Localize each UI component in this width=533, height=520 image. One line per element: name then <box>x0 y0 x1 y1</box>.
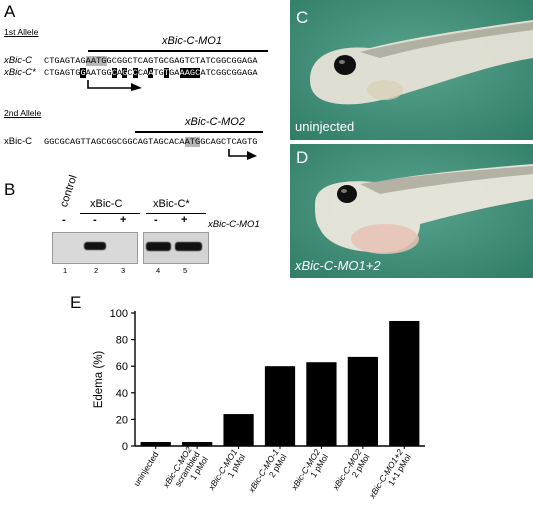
seq-segment: A <box>116 68 123 78</box>
panel-a-letter: A <box>4 2 16 21</box>
photo-caption: uninjected <box>295 119 355 134</box>
seq-row-label: xBic-C <box>4 55 32 66</box>
seq-row-allele1-mut: CTGAGTGGAATGGCAGCCCAATGTGAAAGCATCGGCGGAG… <box>44 68 258 78</box>
allele1-label: 1st Allele <box>4 27 39 37</box>
group1-bar <box>80 213 140 214</box>
panel-e-letter: E <box>70 293 82 312</box>
mo1-bar <box>88 50 268 52</box>
group2-bar <box>146 213 206 214</box>
tadpole-icon <box>290 0 533 140</box>
panel-d-letter: D <box>296 148 309 167</box>
seq-segment: GGCGCAGTTAGCGGCGGCAGTAGCACA <box>44 137 185 147</box>
lane-sign: + <box>181 214 188 226</box>
seq-segment: GCAGCTCAGTG <box>200 137 258 147</box>
blot-left <box>52 232 138 264</box>
seq-segment: T <box>163 68 170 78</box>
seq-segment: CTGAGTG <box>44 68 81 78</box>
bar <box>389 320 420 446</box>
y-tick-label: 20 <box>116 414 128 426</box>
bar <box>306 362 337 446</box>
blot-right <box>143 232 209 264</box>
lane-number: 5 <box>183 266 188 275</box>
x-tick-label-line: uninjected <box>131 450 160 488</box>
seq-segment: ATCGGCGGAGA <box>200 68 258 78</box>
seq-segment: AATG <box>85 56 107 66</box>
start-arrow-icon <box>228 149 257 160</box>
seq-row-allele1-wt: CTGAGTAGAATGGCGGCTCAGTGCGAGTCTATCGGCGGAG… <box>44 56 258 66</box>
x-tick-label: xBic-C-MO-12 pMol <box>246 447 289 495</box>
lane-sign: - <box>93 214 97 226</box>
seq-segment: C <box>132 68 138 78</box>
blot-band <box>84 242 106 250</box>
mo2-name: xBic-C-MO2 <box>185 116 245 128</box>
y-axis-label: Edema (%) <box>93 351 105 409</box>
lane-sign: - <box>154 214 158 226</box>
mo1-name: xBic-C-MO1 <box>162 35 222 47</box>
mo-label: xBic-C-MO1 <box>208 219 260 230</box>
blot-band <box>175 242 202 251</box>
seq-segment: GCGGCTCAGTGCGAGTCTATCGGCGGAGA <box>106 56 258 66</box>
seq-segment: GA <box>169 68 180 78</box>
seq-segment: TG <box>153 68 164 78</box>
bar <box>223 414 254 446</box>
panel-b-letter: B <box>4 180 16 199</box>
lane-number: 4 <box>156 266 161 275</box>
lane-number: 3 <box>121 266 126 275</box>
lane-number: 2 <box>94 266 99 275</box>
tadpole-icon <box>290 144 533 278</box>
seq-segment: CA <box>137 68 149 78</box>
blot-band <box>146 242 171 251</box>
tadpole-photo-injected: D xBic-C-MO1+2 <box>290 144 533 278</box>
seq-row-label: xBic-C* <box>4 67 36 78</box>
lane-sign: + <box>120 214 127 226</box>
seq-row-label: xBic-C <box>4 136 32 147</box>
start-arrow-icon <box>87 80 142 91</box>
y-tick-label: 60 <box>116 361 128 373</box>
seq-segment: CTGAGTAG <box>44 56 86 66</box>
seq-row-allele2-wt: GGCGCAGTTAGCGGCGGCAGTAGCACAATGGCAGCTCAGT… <box>44 137 258 147</box>
seq-segment: G <box>122 68 128 78</box>
bar <box>182 442 213 446</box>
allele2-label: 2nd Allele <box>4 108 42 118</box>
x-tick-label: uninjected <box>131 450 160 488</box>
bar <box>347 356 378 446</box>
tadpole-photo-uninjected: C uninjected <box>290 0 533 140</box>
photo-caption: xBic-C-MO1+2 <box>295 258 381 273</box>
seq-segment: AAGC <box>179 68 201 78</box>
seq-segment: C <box>127 68 133 78</box>
x-tick-label: xBic-C-MO1+21+1 pMol <box>366 447 413 501</box>
y-tick-label: 80 <box>116 335 128 347</box>
seq-segment: ATG <box>184 137 201 147</box>
group2-label: xBic-C* <box>153 198 190 210</box>
y-tick-label: 100 <box>110 308 128 320</box>
panel-c-letter: C <box>296 8 309 27</box>
seq-segment: G <box>80 68 86 78</box>
seq-segment: A <box>148 68 154 78</box>
seq-segment: AATGG <box>85 68 112 78</box>
group1-label: xBic-C <box>90 198 123 210</box>
lane-number: 1 <box>63 266 68 275</box>
seq-segment: C <box>111 68 117 78</box>
lane-sign: - <box>62 214 66 226</box>
y-tick-label: 0 <box>122 441 128 453</box>
bar <box>264 366 296 446</box>
mo2-bar <box>135 131 263 133</box>
y-tick-label: 40 <box>116 388 128 400</box>
bar <box>140 442 171 446</box>
